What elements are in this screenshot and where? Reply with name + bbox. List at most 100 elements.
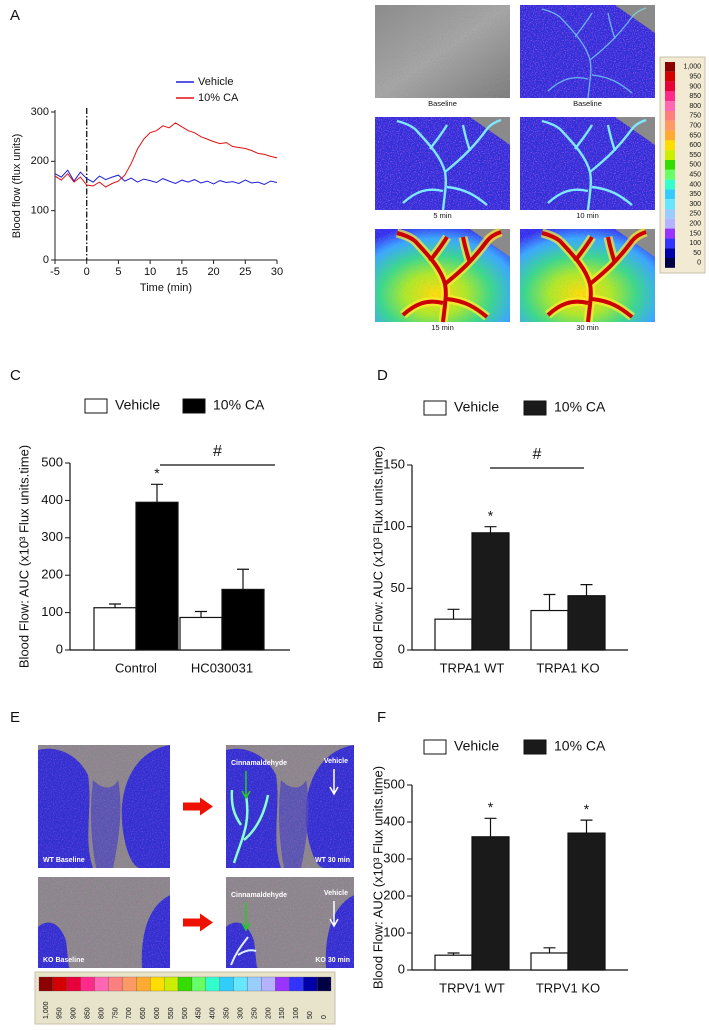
error-bar — [484, 817, 497, 837]
color-scale-cell — [665, 130, 675, 141]
color-scale-cell — [665, 228, 675, 239]
image-caption: 10 min — [576, 211, 599, 220]
arrow-label: Vehicle — [324, 758, 348, 765]
image-label: WT 30 min — [315, 857, 350, 864]
y-tick-label: 100 — [41, 604, 63, 619]
image-caption: 15 min — [431, 323, 454, 332]
vessels — [396, 230, 502, 323]
color-scale-label: 150 — [279, 1007, 286, 1019]
panel-label: C — [10, 367, 21, 384]
image-caption: 30 min — [576, 323, 599, 332]
color-scale-label: 550 — [168, 1007, 175, 1019]
color-scale-cell — [136, 976, 151, 992]
color-scale-cell — [665, 199, 675, 209]
color-scale-label: 500 — [689, 162, 701, 169]
legend-swatch — [423, 400, 447, 416]
error-bar — [109, 603, 121, 608]
x-tick-label: 30 — [271, 266, 283, 278]
legend-label: Vehicle — [454, 738, 499, 754]
image-mask — [615, 117, 655, 145]
color-scale-label: 400 — [210, 1007, 217, 1019]
arrow — [241, 903, 251, 932]
color-scale-cell — [665, 238, 675, 249]
color-scale-label: 300 — [689, 201, 701, 208]
color-scale-label: 150 — [689, 230, 701, 237]
y-tick-label: 0 — [398, 641, 405, 656]
color-scale-cell — [665, 179, 675, 190]
legend-label: 10% CA — [198, 92, 239, 104]
color-scale-label: 450 — [689, 172, 701, 179]
legend-label: 10% CA — [213, 397, 265, 413]
significance-mark: * — [488, 507, 494, 523]
color-scale-cell — [94, 976, 109, 992]
y-tick-label: 300 — [41, 529, 63, 544]
color-scale-label: 600 — [689, 142, 701, 149]
image-caption: Baseline — [428, 99, 457, 108]
color-scale-label: 250 — [251, 1007, 258, 1019]
x-axis-label: Time (min) — [140, 282, 192, 294]
x-tick-label: 25 — [239, 266, 251, 278]
y-axis-label: Blood Flow: AUC (x10³ Flux units.time) — [370, 766, 385, 989]
color-scale-cell — [163, 976, 179, 992]
y-tick-label: 500 — [41, 454, 63, 469]
image-texture — [38, 877, 170, 968]
color-scale-cell — [665, 91, 675, 102]
color-scale-label: 650 — [140, 1007, 147, 1019]
perfusion-image — [226, 877, 354, 968]
color-scale-cell — [219, 976, 234, 992]
bar — [434, 954, 473, 971]
perfusion-image — [375, 117, 510, 211]
color-scale-cell — [665, 248, 675, 258]
color-scale-label: 350 — [224, 1007, 231, 1019]
legend-label: Vehicle — [198, 76, 233, 88]
color-scale-cell — [665, 101, 675, 111]
perfusion-image — [226, 745, 354, 868]
y-axis-label: Blood Flow: AUC (x10³ Flux units.time) — [370, 446, 385, 669]
image-texture — [38, 745, 170, 868]
significance-mark: # — [533, 446, 542, 463]
arrow-label: Cinnamaldehyde — [231, 892, 287, 899]
error-bar — [447, 952, 460, 956]
color-scale-cell — [665, 150, 675, 160]
color-scale-label: 800 — [98, 1007, 105, 1019]
perfusion-image — [38, 877, 170, 968]
arrow — [329, 901, 339, 928]
perfusion-image — [38, 745, 170, 868]
color-scale-cell — [191, 976, 207, 992]
color-scale-label: 450 — [196, 1007, 203, 1019]
legend-swatch — [84, 398, 108, 414]
color-scale-cell — [665, 140, 675, 151]
vessels — [230, 936, 257, 966]
color-scale-label: 900 — [689, 83, 701, 90]
x-tick-label: TRPV1 KO — [536, 980, 600, 995]
line-series — [54, 122, 278, 188]
arrow-label: Vehicle — [324, 890, 348, 897]
image-caption: Baseline — [573, 99, 602, 108]
perfusion-image — [375, 5, 510, 98]
legend-swatch — [523, 400, 547, 416]
color-scale-cell — [233, 976, 248, 992]
x-tick-label: TRPV1 WT — [439, 980, 505, 995]
color-scale-cell — [665, 189, 675, 200]
bar — [135, 501, 179, 651]
color-scale-cell — [247, 976, 262, 992]
color-scale-cell — [289, 976, 304, 992]
color-scale-label: 750 — [689, 113, 701, 120]
color-scale-cell — [665, 258, 675, 268]
y-tick-label: 200 — [31, 155, 49, 167]
color-scale-label: 600 — [154, 1007, 161, 1019]
color-scale-label: 1,000 — [683, 64, 701, 71]
color-scale-cell — [122, 976, 137, 992]
image-label: KO 30 min — [315, 957, 350, 964]
x-tick-label: 0 — [84, 266, 90, 278]
color-scale-cell — [665, 120, 675, 131]
y-tick-label: 50 — [391, 580, 405, 595]
y-tick-label: 100 — [383, 924, 405, 939]
arrow-label: Cinnamaldehyde — [231, 760, 287, 767]
color-scale-cell — [665, 169, 675, 180]
color-scale-label: 100 — [293, 1007, 300, 1019]
color-scale-cell — [303, 976, 318, 992]
panel-label: F — [377, 709, 386, 726]
x-tick-label: 20 — [207, 266, 219, 278]
y-tick-label: 0 — [43, 254, 49, 266]
